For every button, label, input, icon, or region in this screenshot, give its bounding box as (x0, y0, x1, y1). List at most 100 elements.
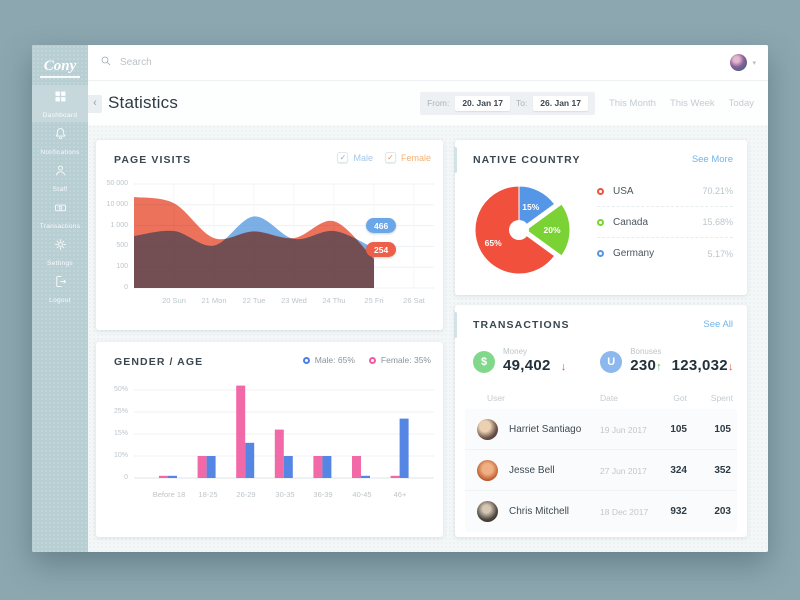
male-checkbox-group[interactable]: ✓ Male (337, 152, 373, 163)
table-row[interactable]: Jesse Bell 27 Jun 2017 324 352 (465, 450, 737, 491)
male-checkbox-label: Male (353, 152, 373, 163)
spent-value: 203 (714, 506, 731, 517)
transaction-date: 27 Jun 2017 (600, 466, 647, 476)
sidebar-item-settings[interactable]: Settings (32, 233, 88, 270)
male-value-badge: 466 (366, 218, 397, 233)
sidebar-item-logout[interactable]: Logout (32, 270, 88, 307)
female-checkbox-group[interactable]: ✓ Female (384, 152, 431, 163)
card-title: TRANSACTIONS (473, 319, 570, 331)
country-legend: USA 70.21% Canada 15.68% Germany 5.17% (597, 176, 733, 269)
sidebar-nav: Dashboard Notifications Staff (32, 85, 88, 307)
country-name: USA (613, 185, 634, 197)
app-logo[interactable]: Cony (40, 58, 80, 78)
chevron-down-icon[interactable]: ▾ (752, 59, 756, 67)
page-header: ‹ Statistics From: 20. Jan 17 To: 26. Ja… (88, 81, 768, 125)
male-legend-item[interactable]: Male: 65% (302, 355, 355, 365)
transactions-card: TRANSACTIONS See All $ Money 49,402 ↓ (455, 305, 747, 537)
person-icon (53, 163, 68, 183)
user-name: Jesse Bell (509, 465, 555, 476)
dashboard-grid-icon (53, 89, 68, 109)
sidebar-item-notifications[interactable]: Notifications (32, 122, 88, 159)
sidebar-item-transactions[interactable]: Transactions (32, 196, 88, 233)
logout-icon (53, 274, 68, 294)
sidebar-item-label: Dashboard (42, 111, 78, 119)
male-legend-label: Male: 65% (314, 355, 355, 365)
svg-text:20%: 20% (543, 225, 560, 235)
y-axis-labels: 50 000 10 000 1 000 500 100 0 (106, 180, 128, 291)
search-input[interactable] (120, 57, 420, 68)
sidebar-item-dashboard[interactable]: Dashboard (32, 85, 88, 122)
see-all-link[interactable]: See All (703, 319, 733, 330)
filter-this-week[interactable]: This Week (669, 97, 715, 109)
table-row[interactable]: Harriet Santiago 19 Jun 2017 105 105 (465, 409, 737, 450)
female-legend-item[interactable]: Female: 35% (368, 355, 431, 365)
page-title: Statistics (108, 93, 179, 112)
sidebar: Cony Dashboard Notifications (32, 45, 88, 552)
transaction-date: 19 Jun 2017 (600, 425, 647, 435)
male-checkbox[interactable]: ✓ (337, 152, 349, 163)
date-range-picker: From: 20. Jan 17 To: 26. Jan 17 (420, 91, 595, 115)
legend-row-canada[interactable]: Canada 15.68% (597, 207, 733, 238)
native-country-card: NATIVE COUNTRY See More 15% 20% 65% USA 70… (455, 140, 747, 295)
sidebar-item-label: Notifications (40, 148, 80, 156)
transactions-stats: $ Money 49,402 ↓ U Bonuses (473, 347, 733, 375)
female-checkbox[interactable]: ✓ (384, 152, 396, 163)
got-value: 105 (670, 424, 687, 435)
donut-chart-svg: 15% 20% 65% (474, 185, 571, 275)
page-visits-card: PAGE VISITS ✓ Male ✓ Female 50 0 (96, 140, 443, 330)
from-date-value[interactable]: 20. Jan 17 (455, 95, 510, 111)
avatar (477, 419, 498, 440)
from-label: From: (427, 98, 450, 108)
scroll-indicator[interactable] (454, 312, 457, 338)
filter-today[interactable]: Today (728, 97, 754, 109)
trend-up-icon: ↑ (656, 361, 662, 373)
bonuses-stat: U Bonuses 230↑ 123,032↓ (600, 347, 733, 375)
user-name: Chris Mitchell (509, 506, 570, 517)
gender-age-card: GENDER / AGE Male: 65% Female: 35% (96, 342, 443, 537)
female-dot-icon (368, 356, 376, 364)
bonuses-label: Bonuses (630, 347, 662, 356)
money-stat: $ Money 49,402 ↓ (473, 347, 566, 375)
country-percent: 15.68% (702, 217, 733, 227)
canada-dot-icon (597, 218, 604, 226)
legend-row-usa[interactable]: USA 70.21% (597, 176, 733, 207)
legend-row-germany[interactable]: Germany 5.17% (597, 238, 733, 269)
dollar-icon: $ (473, 351, 495, 373)
bar-chart-svg (134, 385, 434, 479)
collapse-sidebar-button[interactable]: ‹ (88, 95, 102, 113)
column-date: Date (600, 393, 618, 403)
sidebar-item-staff[interactable]: Staff (32, 159, 88, 196)
spent-value: 352 (714, 465, 731, 476)
area-chart-svg (134, 183, 434, 289)
germany-dot-icon (597, 250, 604, 257)
bonus-icon: U (600, 351, 623, 373)
female-legend-label: Female: 35% (380, 355, 431, 365)
female-checkbox-label: Female (400, 152, 431, 163)
bonuses-value-2: 123,032 (671, 357, 728, 374)
column-spent: Spent (710, 393, 733, 403)
sidebar-item-label: Staff (52, 185, 68, 193)
scroll-indicator[interactable] (454, 147, 457, 173)
transactions-table: Harriet Santiago 19 Jun 2017 105 105 Jes… (465, 409, 737, 532)
bell-icon (53, 126, 68, 146)
got-value: 932 (670, 506, 687, 517)
money-label: Money (503, 347, 528, 356)
sidebar-item-label: Transactions (39, 222, 81, 230)
user-name: Harriet Santiago (509, 424, 582, 435)
svg-text:15%: 15% (522, 202, 539, 212)
table-row[interactable]: Chris Mitchell 18 Dec 2017 932 203 (465, 491, 737, 532)
money-value: 49,402 (503, 357, 551, 374)
see-more-link[interactable]: See More (691, 154, 733, 165)
filter-this-month[interactable]: This Month (608, 97, 656, 109)
user-avatar[interactable] (730, 54, 748, 71)
card-title: GENDER / AGE (114, 356, 204, 368)
gear-icon (53, 237, 68, 257)
card-title: NATIVE COUNTRY (473, 154, 581, 166)
search-icon (100, 54, 112, 72)
table-header: User Date Got Spent (455, 393, 747, 407)
male-dot-icon (302, 356, 310, 364)
search-bar (100, 54, 730, 72)
to-label: To: (515, 98, 528, 108)
to-date-value[interactable]: 26. Jan 17 (533, 95, 588, 111)
